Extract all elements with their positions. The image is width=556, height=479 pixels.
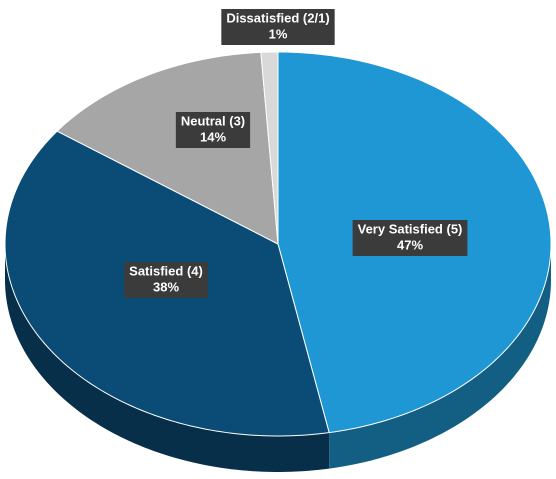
label-category: Satisfied (4)	[129, 263, 203, 278]
label-box	[124, 262, 208, 298]
label-box	[221, 9, 335, 45]
label-category: Dissatisfied (2/1)	[226, 10, 329, 25]
data-label: Very Satisfied (5)47%	[352, 220, 468, 256]
label-value: 14%	[200, 129, 226, 144]
data-label: Dissatisfied (2/1)1%	[221, 9, 335, 45]
slice	[260, 51, 279, 245]
label-value: 38%	[153, 279, 179, 294]
slice	[56, 51, 279, 245]
label-box	[352, 220, 468, 256]
label-value: 47%	[397, 237, 423, 252]
data-label: Satisfied (4)38%	[124, 262, 208, 298]
slice-side	[5, 244, 330, 472]
label-box	[175, 112, 251, 148]
label-category: Very Satisfied (5)	[358, 221, 463, 236]
slice-side	[329, 244, 551, 469]
label-value: 1%	[269, 26, 288, 41]
label-category: Neutral (3)	[181, 113, 245, 128]
data-label: Neutral (3)14%	[175, 112, 251, 148]
